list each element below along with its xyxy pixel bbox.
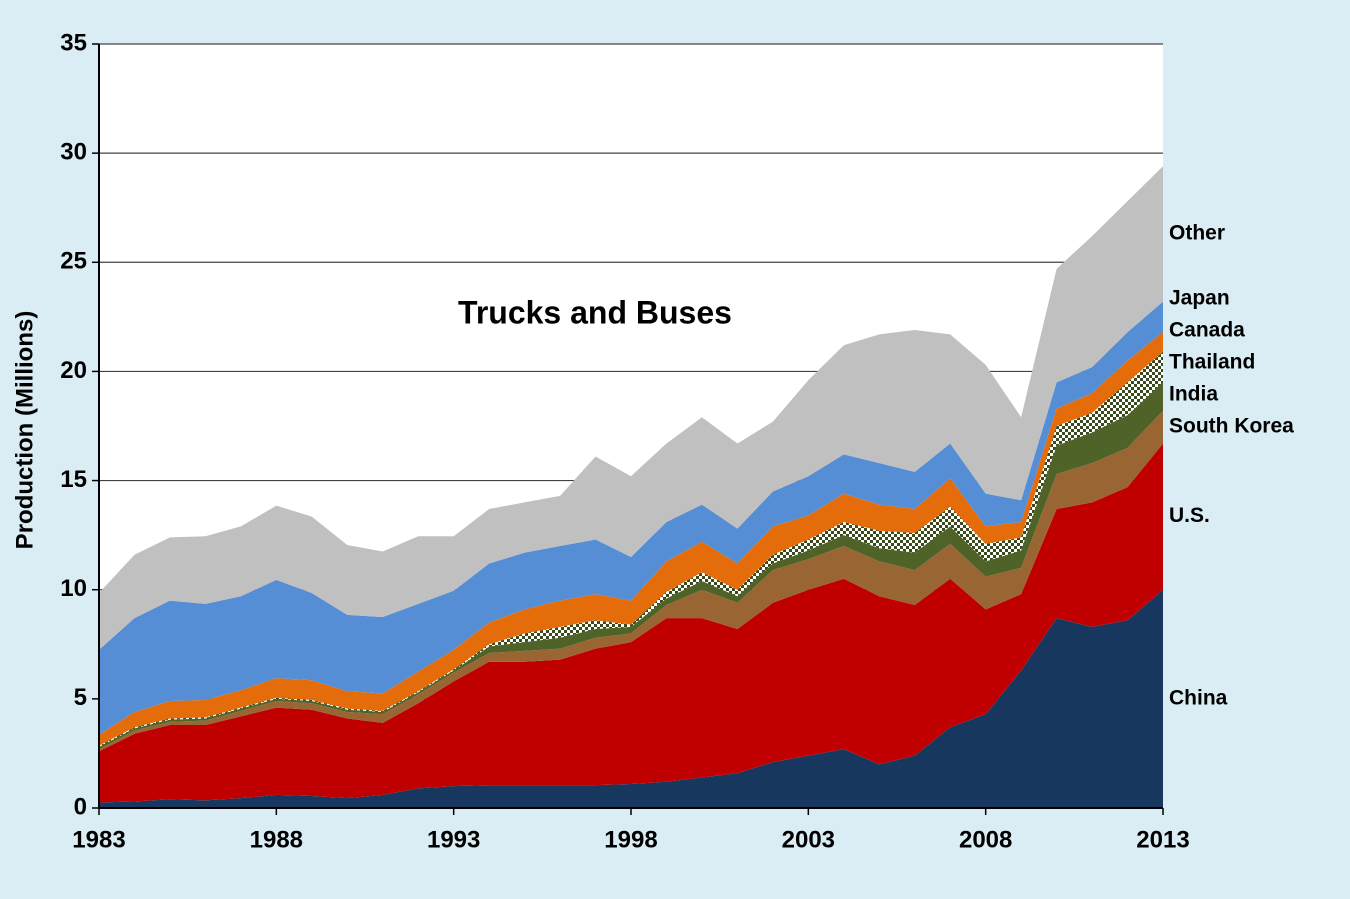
area	[99, 589, 1163, 808]
area	[99, 332, 1163, 746]
legend-label: Other	[1169, 221, 1225, 244]
y-tick-label: 10	[60, 575, 87, 602]
legend-label: South Korea	[1169, 415, 1294, 438]
legend-label: Japan	[1169, 287, 1230, 310]
y-tick-label: 35	[60, 29, 87, 56]
x-tick-label: 1998	[604, 826, 657, 853]
x-tick-label: 1988	[250, 826, 303, 853]
x-tick-label: 2008	[959, 826, 1012, 853]
y-tick-label: 15	[60, 466, 87, 493]
x-tick-label: 1983	[72, 826, 125, 853]
x-tick-label: 2003	[782, 826, 835, 853]
area	[99, 301, 1163, 735]
y-tick-label: 30	[60, 138, 87, 165]
legend-label: India	[1169, 383, 1218, 406]
y-tick-label: 25	[60, 248, 87, 275]
y-axis-label: Production (Millions)	[11, 311, 38, 550]
y-tick-label: 0	[74, 793, 87, 820]
chart-title: Trucks and Buses	[458, 294, 732, 330]
legend-label: China	[1169, 686, 1228, 709]
y-tick-label: 5	[74, 684, 87, 711]
area	[99, 443, 1163, 803]
y-tick-label: 20	[60, 357, 87, 384]
legend-label: Canada	[1169, 319, 1245, 342]
area	[99, 166, 1163, 650]
x-tick-label: 1993	[427, 826, 480, 853]
x-tick-label: 2013	[1136, 826, 1189, 853]
legend-label: Thailand	[1169, 351, 1255, 374]
legend-label: U.S.	[1169, 504, 1210, 527]
